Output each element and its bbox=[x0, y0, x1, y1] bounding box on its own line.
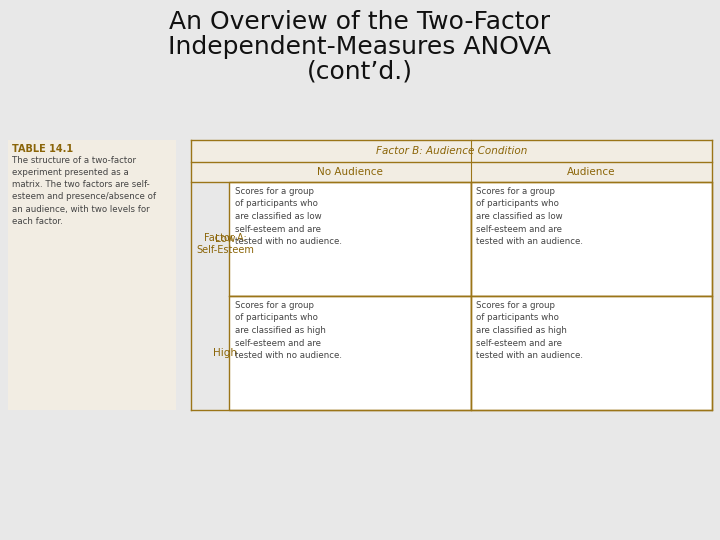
Text: Scores for a group
of participants who
are classified as high
self-esteem and ar: Scores for a group of participants who a… bbox=[477, 301, 583, 360]
Bar bbox=[229, 296, 470, 410]
Bar bbox=[229, 182, 470, 296]
Bar bbox=[470, 296, 712, 410]
Text: No Audience: No Audience bbox=[317, 167, 383, 177]
Text: An Overview of the Two-Factor: An Overview of the Two-Factor bbox=[169, 10, 551, 34]
Text: Low: Low bbox=[215, 234, 235, 244]
Bar bbox=[191, 162, 712, 182]
Text: Scores for a group
of participants who
are classified as high
self-esteem and ar: Scores for a group of participants who a… bbox=[235, 301, 342, 360]
Text: Factor B: Audience Condition: Factor B: Audience Condition bbox=[376, 146, 527, 156]
Text: The structure of a two-factor
experiment presented as a
matrix. The two factors : The structure of a two-factor experiment… bbox=[12, 156, 156, 226]
Text: Factor A:
Self-Esteem: Factor A: Self-Esteem bbox=[196, 233, 254, 255]
Text: Scores for a group
of participants who
are classified as low
self-esteem and are: Scores for a group of participants who a… bbox=[477, 187, 583, 246]
Bar bbox=[470, 182, 712, 296]
Text: (cont’d.): (cont’d.) bbox=[307, 60, 413, 84]
Bar bbox=[8, 140, 176, 410]
Text: Independent-Measures ANOVA: Independent-Measures ANOVA bbox=[168, 35, 552, 59]
Text: TABLE 14.1: TABLE 14.1 bbox=[12, 144, 73, 154]
Text: High: High bbox=[213, 348, 237, 358]
Text: Scores for a group
of participants who
are classified as low
self-esteem and are: Scores for a group of participants who a… bbox=[235, 187, 342, 246]
Bar bbox=[191, 140, 712, 162]
Text: Audience: Audience bbox=[567, 167, 616, 177]
